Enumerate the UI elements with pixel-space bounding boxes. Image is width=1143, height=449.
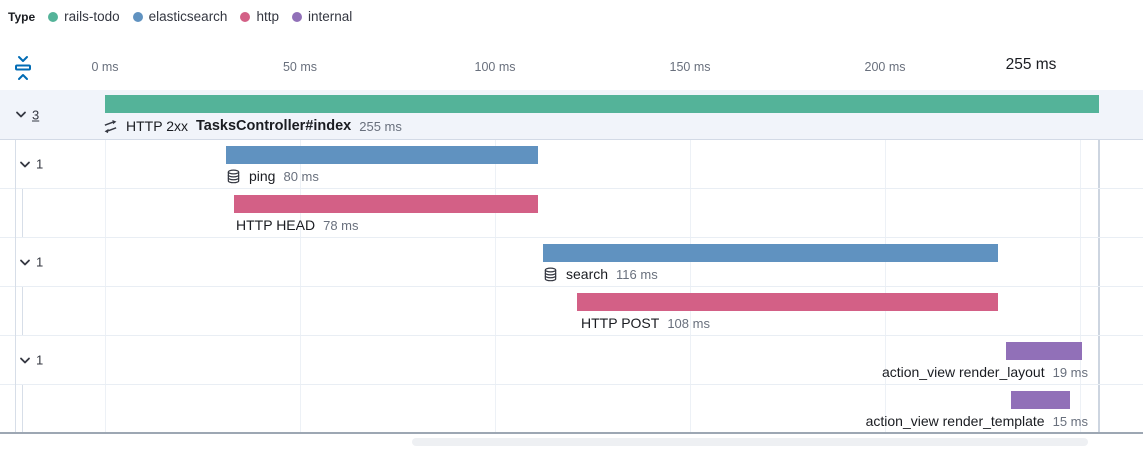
gridline xyxy=(300,90,301,433)
accordion-toggle[interactable]: 1 xyxy=(17,155,45,174)
legend-dot xyxy=(48,11,59,22)
waterfall-row-render-template: action_view render_template 15 ms xyxy=(0,385,1143,433)
span-bar[interactable] xyxy=(577,293,998,311)
waterfall-row-render-layout: 1 action_view render_layout 19 ms xyxy=(0,336,1143,385)
horizontal-scrollbar[interactable] xyxy=(412,438,1088,446)
axis-tick-150ms: 150 ms xyxy=(669,60,711,74)
span-label: HTTP POST 108 ms xyxy=(581,315,710,331)
span-label: search 116 ms xyxy=(543,266,658,282)
axis-tick-200ms: 200 ms xyxy=(864,60,906,74)
span-label: action_view render_layout 19 ms xyxy=(882,364,1088,380)
waterfall-row-http-head: HTTP HEAD 78 ms xyxy=(0,189,1143,238)
chevron-down-icon xyxy=(16,111,26,118)
divider xyxy=(0,432,1143,434)
gridline xyxy=(495,90,496,433)
span-duration: 19 ms xyxy=(1052,364,1088,380)
legend-dot xyxy=(240,11,251,22)
transaction-result: HTTP 2xx xyxy=(126,118,188,134)
legend-item-internal[interactable]: internal xyxy=(291,9,353,24)
tree-guide xyxy=(22,189,23,237)
database-icon xyxy=(544,267,557,281)
span-duration: 108 ms xyxy=(667,315,710,331)
axis-tick-0ms: 0 ms xyxy=(91,60,119,74)
legend-item-http[interactable]: http xyxy=(240,9,279,24)
legend: Type rails-todo elasticsearch http inter… xyxy=(8,9,352,24)
span-bar[interactable] xyxy=(543,244,998,262)
legend-dot xyxy=(291,11,302,22)
trace-total-duration: 255 ms xyxy=(1005,56,1057,73)
legend-title: Type xyxy=(8,9,36,24)
span-name: search xyxy=(566,266,609,282)
gridline xyxy=(105,90,106,433)
tree-guide xyxy=(22,385,23,433)
gridline xyxy=(1080,90,1081,433)
accordion-toggle[interactable]: 3 xyxy=(13,105,41,124)
span-bar[interactable] xyxy=(1006,342,1082,360)
transaction-icon xyxy=(104,119,117,133)
chevron-down-icon xyxy=(20,259,30,265)
axis-tick-100ms: 100 ms xyxy=(474,60,516,74)
span-label: action_view render_template 15 ms xyxy=(866,413,1088,429)
transaction-label: HTTP 2xx TasksController#index 255 ms xyxy=(103,118,402,134)
transaction-bar[interactable] xyxy=(105,95,1099,113)
span-duration: 15 ms xyxy=(1052,413,1088,429)
trace-end-line xyxy=(1098,90,1100,433)
legend-item-label: http xyxy=(256,9,279,24)
span-label: ping 80 ms xyxy=(226,168,319,184)
span-label: HTTP HEAD 78 ms xyxy=(236,217,359,233)
span-bar[interactable] xyxy=(1011,391,1070,409)
child-count[interactable]: 1 xyxy=(36,254,44,270)
span-name: HTTP HEAD xyxy=(236,217,316,233)
span-duration: 78 ms xyxy=(323,217,359,233)
span-bar[interactable] xyxy=(226,146,538,164)
span-name: action_view render_layout xyxy=(881,364,1045,380)
fold-icon xyxy=(15,56,31,80)
transaction-name: TasksController#index xyxy=(195,118,352,134)
waterfall-row-search: 1 search 116 ms xyxy=(0,238,1143,287)
tree-guide xyxy=(22,287,23,335)
legend-item-label: internal xyxy=(307,9,353,24)
chevron-down-icon xyxy=(20,357,30,363)
span-name: action_view render_template xyxy=(865,413,1045,429)
accordion-toggle[interactable]: 1 xyxy=(17,253,45,272)
span-bar[interactable] xyxy=(234,195,538,213)
chevron-down-icon xyxy=(20,161,30,167)
waterfall-row-http-post: HTTP POST 108 ms xyxy=(0,287,1143,336)
span-duration: 80 ms xyxy=(283,168,319,184)
accordion-toggle[interactable]: 1 xyxy=(17,351,45,370)
axis-tick-50ms: 50 ms xyxy=(282,60,318,74)
legend-item-label: rails-todo xyxy=(64,9,120,24)
child-count[interactable]: 1 xyxy=(36,352,44,368)
legend-item-label: elasticsearch xyxy=(148,9,228,24)
waterfall-row-ping: 1 ping 80 ms xyxy=(0,140,1143,189)
span-name: ping xyxy=(249,168,276,184)
child-count-link[interactable]: 3 xyxy=(32,107,40,122)
tree-guide xyxy=(15,140,16,433)
transaction-duration: 255 ms xyxy=(359,118,402,134)
span-duration: 116 ms xyxy=(616,266,658,282)
child-count[interactable]: 1 xyxy=(36,156,44,172)
collapse-all-button[interactable] xyxy=(12,55,34,81)
waterfall-row-transaction: 3 HTTP 2xx TasksController#index 255 ms xyxy=(0,90,1143,140)
legend-dot xyxy=(132,11,143,22)
legend-item-rails-todo[interactable]: rails-todo xyxy=(48,9,120,24)
legend-item-elasticsearch[interactable]: elasticsearch xyxy=(132,9,228,24)
span-name: HTTP POST xyxy=(581,315,660,331)
database-icon xyxy=(227,169,240,183)
